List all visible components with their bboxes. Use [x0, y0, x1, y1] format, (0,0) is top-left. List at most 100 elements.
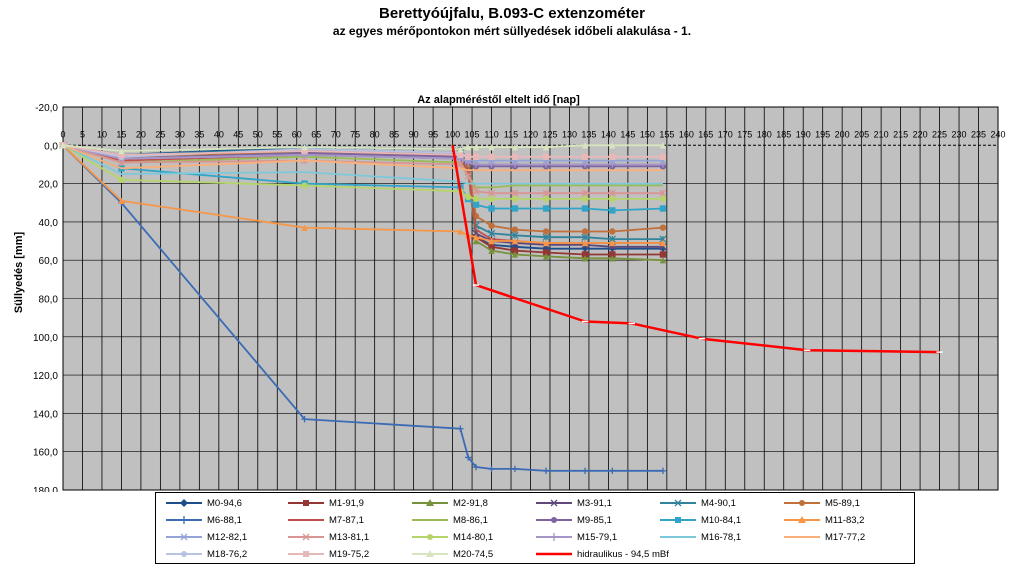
data-point [542, 253, 550, 260]
data-point [301, 144, 308, 151]
x-tick-label: 5 [80, 129, 85, 139]
legend-swatch [536, 552, 572, 556]
x-tick-label: 145 [620, 129, 635, 139]
data-point [659, 239, 667, 247]
series-line-8 [62, 144, 663, 189]
x-tick-label: 135 [581, 129, 596, 139]
data-point [511, 144, 519, 151]
x-tick-label: 25 [155, 129, 165, 139]
legend-label: M13-81,1 [329, 531, 370, 543]
data-point [511, 161, 519, 168]
legend-label: M3-91,1 [577, 497, 612, 509]
x-tick-label: 20 [136, 129, 146, 139]
y-tick-label: 40,0 [39, 218, 59, 229]
data-point [542, 467, 550, 475]
data-point [542, 239, 550, 247]
x-tick-label: 85 [389, 129, 399, 139]
x-tick-label: 130 [562, 129, 577, 139]
data-point [542, 249, 550, 256]
legend-item: M4-90,1 [658, 496, 736, 510]
legend-swatch [288, 500, 324, 506]
legend-item: M18-76,2 [164, 547, 247, 561]
y-tick-label: 60,0 [39, 256, 59, 267]
data-point [301, 182, 308, 189]
data-point [581, 251, 589, 258]
data-point [581, 233, 589, 241]
x-tick-label: 105 [465, 129, 480, 139]
x-tick-label: 40 [214, 129, 224, 139]
data-point [511, 195, 519, 203]
data-point [301, 415, 308, 423]
data-point [488, 247, 495, 254]
legend-label: M8-86,1 [453, 514, 488, 526]
legend-swatch [536, 499, 572, 507]
data-point [488, 243, 495, 250]
legend-label: M2-91,8 [453, 497, 488, 509]
legend-item: M14-80,1 [410, 530, 493, 544]
data-point [464, 144, 472, 151]
x-tick-label: 115 [504, 129, 518, 139]
data-point [581, 189, 589, 197]
legend-swatch [412, 534, 448, 540]
series-line-13 [62, 144, 663, 195]
data-point [608, 189, 616, 197]
series-line-11 [62, 144, 663, 244]
data-point [609, 195, 616, 203]
x-tick-label: 100 [445, 129, 460, 139]
legend-item: M8-86,1 [410, 513, 488, 527]
data-point [542, 205, 550, 212]
data-point [472, 187, 480, 195]
data-point [118, 151, 125, 159]
legend-swatch [412, 499, 448, 506]
x-tick-label: 70 [331, 129, 341, 139]
y-tick-label: 120,0 [33, 371, 58, 382]
x-tick-label: 110 [484, 129, 498, 139]
legend-swatch [660, 536, 696, 538]
x-tick-label: 125 [542, 129, 557, 139]
x-tick-label: 230 [952, 129, 967, 139]
legend-swatch [784, 516, 820, 523]
series-line-20 [62, 144, 663, 152]
legend-label: M14-80,1 [453, 531, 494, 543]
y-axis-label: Süllyedés [mm] [13, 232, 25, 314]
legend-label: M10-84,1 [701, 514, 742, 526]
x-tick-label: 185 [776, 129, 791, 139]
data-point [511, 189, 519, 197]
legend-swatch [166, 551, 202, 557]
data-point [472, 161, 480, 168]
data-point [511, 226, 519, 233]
data-point [581, 255, 589, 262]
data-point [488, 205, 495, 212]
data-point [472, 195, 480, 203]
data-point [464, 454, 472, 461]
data-point [659, 153, 667, 160]
legend-item: M9-85,1 [534, 513, 612, 527]
legend-item: M13-81,1 [286, 530, 369, 544]
data-point [511, 153, 519, 160]
x-tick-label: 210 [874, 129, 889, 139]
data-point [581, 195, 589, 203]
data-point [609, 153, 616, 160]
series-line-9 [62, 144, 663, 168]
x-tick-label: 240 [990, 129, 1005, 139]
legend-swatch [166, 533, 202, 541]
x-tick-label: 200 [835, 129, 850, 139]
legend-swatch [166, 499, 202, 507]
data-point [581, 142, 589, 149]
data-point [581, 153, 589, 160]
data-point [581, 467, 589, 475]
data-point [511, 465, 519, 473]
legend-swatch [166, 516, 202, 524]
legend-item: M20-74,5 [410, 547, 493, 561]
data-point [472, 237, 480, 245]
data-point [59, 142, 67, 149]
legend-label: M1-91,9 [329, 497, 364, 509]
series-line-14 [62, 144, 663, 200]
x-tick-label: 50 [253, 129, 263, 139]
legend-item: M11-83,2 [782, 513, 864, 527]
legend-label: M19-75,2 [329, 548, 370, 560]
x-tick-label: 10 [97, 129, 107, 139]
legend-swatch [536, 533, 572, 541]
y-tick-label: 140,0 [33, 409, 58, 420]
line-chart: 0 5 10 15 20 25 30 35 40 45 50 55 60 65 70 75 80 85 90 95 10… [13, 94, 1006, 492]
